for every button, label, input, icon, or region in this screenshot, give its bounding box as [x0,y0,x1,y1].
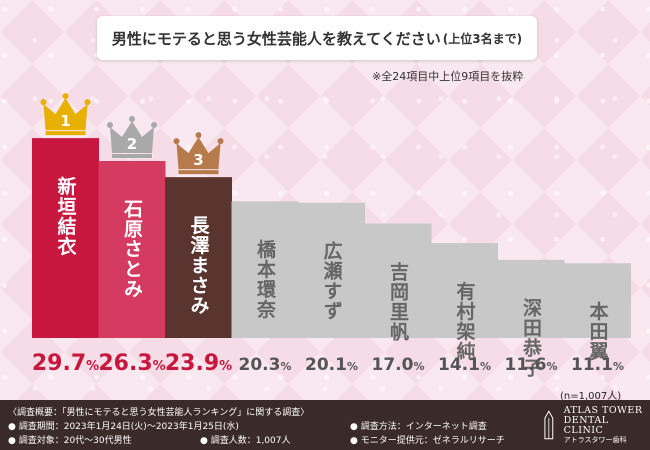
sample-size: (n=1,007人) [560,391,622,402]
crown-jewel-top-2 [129,116,135,123]
bar-7 [431,243,498,338]
crown-icon-2 [110,121,154,154]
bar-label-8: 深田恭子 [520,297,543,378]
bar-5 [298,202,365,338]
bar-1 [32,138,99,338]
survey-count: ● 調査人数：1,007人 [200,436,291,446]
survey-target: ● 調査対象：20代〜30代男性 [8,436,132,446]
bar-label-3: 長澤まさみ [188,215,210,315]
bar-label-6: 吉岡里帆 [387,260,409,341]
value-label-4: 20.3% [239,355,292,375]
crown-jewel-right-1 [84,99,91,106]
survey-period: ● 調査期間：2023年1月24日(火)〜2023年1月25日(水) [8,422,239,432]
crown-jewel-right-2 [151,122,157,129]
crown-base-1 [45,131,86,136]
bar-label-4: 橋本環奈 [254,238,277,319]
rank-number-2: 2 [127,135,137,153]
crown-jewel-left-3 [173,138,180,145]
value-label-8: 11.6% [505,355,558,375]
bar-label-9: 本田翼 [587,300,610,361]
rank-number-1: 1 [60,112,70,130]
survey-footer: 〈調査概要：「男性にモテると思う女性芸能人ランキング」に関する調査〉 ● 調査期… [0,400,650,450]
chart-note: ※全24項目中上位9項目を抜粋 [372,70,524,83]
bar-6 [364,223,432,338]
value-label-7: 14.1% [438,355,491,375]
chart-title: 男性にモテると思う女性芸能人を教えてください [111,29,441,48]
crown-base-2 [112,154,152,159]
bar-8 [497,259,565,338]
bar-2 [98,161,166,338]
value-label-1: 29.7% [32,351,99,376]
crown-jewel-top-1 [62,93,69,100]
bar-3 [165,177,232,338]
value-label-2: 26.3% [98,351,165,376]
bar-label-7: 有村架純 [454,280,477,361]
crown-jewel-right-3 [217,138,224,145]
logo-line-3: アトラスタワー歯科 [563,435,627,444]
logo-line-2: DENTAL CLINIC [563,414,609,436]
bar-label-2: 石原さとみ [121,199,144,299]
bar-label-5: 広瀬すず [321,239,343,320]
survey-method: ● 調査方法：インターネット調査 [350,422,487,432]
crown-jewel-top-3 [195,132,202,139]
bar-4 [231,201,299,338]
value-label-9: 11.1% [571,355,624,375]
rank-number-3: 3 [193,151,203,169]
survey-provider: ● モニター提供元：ゼネラルリサーチ [350,436,505,446]
crown-base-3 [178,170,219,175]
clinic-logo: ATLAS TOWER DENTAL CLINIC アトラスタワー歯科 [540,406,650,444]
crown-jewel-left-2 [107,122,113,129]
crown-icon-1 [43,98,88,131]
bar-label-1: 新垣結衣 [55,175,77,256]
logo-line-1: ATLAS TOWER [563,405,643,416]
chart-title-box: 男性にモテると思う女性芸能人を教えてください (上位3名まで) [97,16,537,60]
crown-icon-3 [176,137,221,170]
value-label-5: 20.1% [305,355,358,375]
crown-jewel-left-1 [40,99,47,106]
survey-overview: 〈調査概要：「男性にモテると思う女性芸能人ランキング」に関する調査〉 [8,408,310,418]
chart-subtitle: (上位3名まで) [442,31,523,46]
value-label-6: 17.0% [372,355,425,375]
value-label-3: 23.9% [165,351,232,376]
bar-9 [564,263,631,338]
bar-chart: 新垣結衣 29.7% 石原さとみ 26.3% 長澤まさみ 23.9% 橋本環奈 20.3% 広瀬… [32,93,631,378]
tower-icon [544,410,554,440]
